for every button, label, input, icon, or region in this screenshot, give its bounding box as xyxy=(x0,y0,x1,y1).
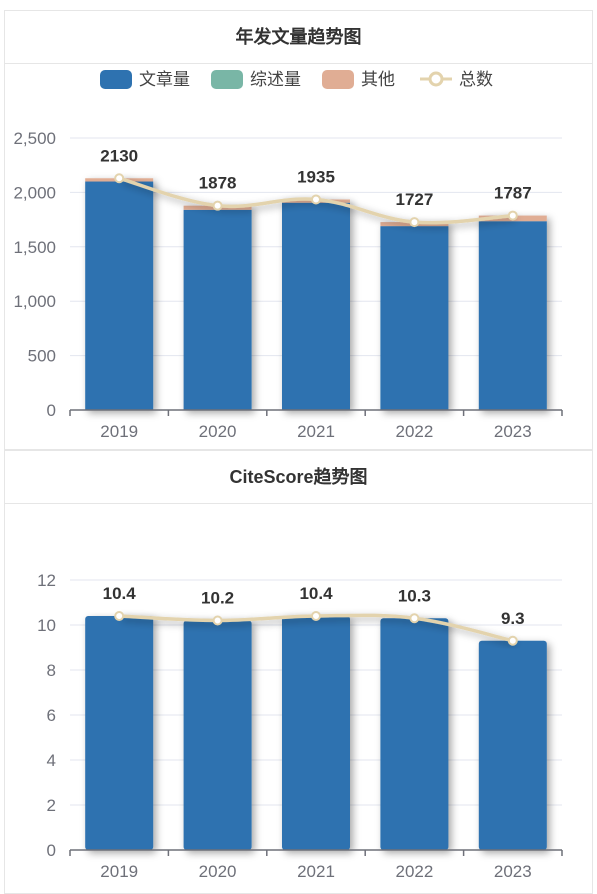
data-label: 9.3 xyxy=(501,609,525,628)
legend-label: 文章量 xyxy=(139,70,190,90)
bar xyxy=(478,640,547,850)
bar-stack xyxy=(380,618,449,850)
x-tick-label: 2019 xyxy=(100,422,138,441)
data-label: 10.4 xyxy=(299,584,333,603)
bar-stack xyxy=(282,616,350,850)
bar xyxy=(478,221,547,410)
legend-label: 其他 xyxy=(361,70,395,90)
bar-stack xyxy=(478,640,547,850)
x-tick-label: 2019 xyxy=(100,862,138,881)
legend-swatch xyxy=(322,70,354,89)
x-tick-label: 2021 xyxy=(297,422,335,441)
data-label: 10.2 xyxy=(201,589,234,608)
legend-marker xyxy=(428,71,444,87)
bar xyxy=(183,209,252,410)
data-label: 10.3 xyxy=(398,586,431,605)
bar xyxy=(282,202,350,410)
trend-point xyxy=(114,611,125,621)
y-tick-label: 1,500 xyxy=(13,238,56,257)
y-tick-label: 6 xyxy=(47,706,56,725)
y-tick-label: 12 xyxy=(37,571,56,590)
legend-item: 总数 xyxy=(420,70,493,90)
bar xyxy=(380,226,449,410)
x-tick-label: 2023 xyxy=(494,862,532,881)
trend-point xyxy=(409,613,420,624)
trend-point xyxy=(311,611,321,621)
data-label: 1878 xyxy=(199,174,237,193)
bar xyxy=(282,616,350,850)
trend-point xyxy=(507,635,518,646)
trend-point xyxy=(212,200,223,211)
x-tick-label: 2022 xyxy=(395,422,433,441)
legend-label: 综述量 xyxy=(250,70,301,90)
trend-point xyxy=(507,210,518,221)
y-tick-label: 0 xyxy=(47,401,56,420)
bar xyxy=(85,616,154,850)
chart-title: CiteScore趋势图 xyxy=(5,451,592,504)
data-label: 1935 xyxy=(297,167,335,186)
bar xyxy=(380,618,449,850)
y-tick-label: 0 xyxy=(47,841,56,860)
x-tick-label: 2021 xyxy=(297,862,335,881)
bar-stack xyxy=(380,222,449,410)
y-tick-label: 2 xyxy=(47,796,56,815)
legend-item: 其他 xyxy=(322,70,395,90)
chart-title: 年发文量趋势图 xyxy=(5,11,592,64)
bar-stack xyxy=(282,199,350,410)
legend-item: 文章量 xyxy=(100,70,190,90)
y-tick-label: 1,000 xyxy=(13,292,56,311)
trend-point xyxy=(114,173,125,184)
bar-stack xyxy=(183,620,252,850)
y-tick-label: 2,000 xyxy=(13,183,56,202)
y-tick-label: 4 xyxy=(47,751,56,770)
legend-item: 综述量 xyxy=(211,70,301,90)
bar-stack xyxy=(85,616,154,850)
data-label: 10.4 xyxy=(103,584,137,603)
trend-point xyxy=(409,217,420,228)
x-tick-label: 2022 xyxy=(395,862,433,881)
bar xyxy=(85,181,154,410)
y-tick-label: 10 xyxy=(37,616,56,635)
publication-trend-chart: 文章量 综述量 其他 总数 0 500 1,000 1,500 2,000 2,500 2019 20… xyxy=(13,70,563,441)
data-label: 1727 xyxy=(395,190,433,209)
legend-label: 总数 xyxy=(459,70,493,90)
x-tick-label: 2023 xyxy=(494,422,532,441)
trend-point xyxy=(311,194,321,205)
x-tick-label: 2020 xyxy=(199,422,237,441)
y-tick-label: 2,500 xyxy=(13,129,56,148)
bar-stack xyxy=(85,178,154,410)
data-label: 1787 xyxy=(494,184,532,203)
bar xyxy=(183,620,252,850)
citescore-trend-chart: 0 2 4 6 8 10 12 2019 2020 2021 2022 2023 10.4 10.2 10.… xyxy=(37,571,563,881)
x-tick-label: 2020 xyxy=(199,862,237,881)
bar-stack xyxy=(478,215,547,410)
trend-point xyxy=(212,615,223,626)
legend-swatch xyxy=(211,70,243,89)
y-tick-label: 8 xyxy=(47,661,56,680)
legend-swatch xyxy=(100,70,132,89)
data-label: 2130 xyxy=(100,146,138,165)
y-tick-label: 500 xyxy=(28,347,56,366)
bar-stack xyxy=(183,205,252,410)
